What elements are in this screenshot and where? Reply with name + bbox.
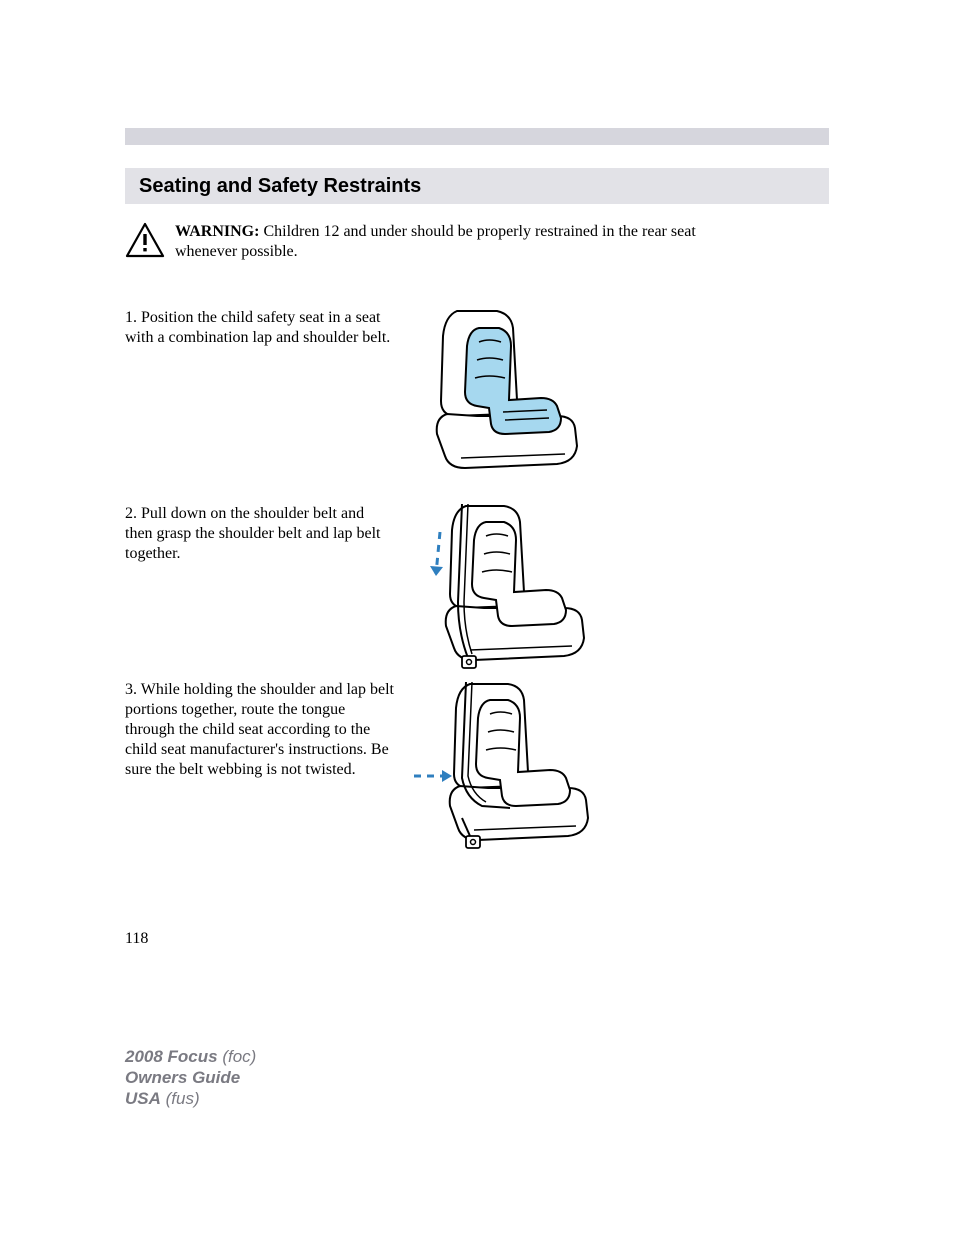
footer-region-code: (fus) <box>166 1089 200 1108</box>
footer-model: 2008 Focus <box>125 1047 218 1066</box>
step-2-text: 2. Pull down on the shoulder belt and th… <box>125 504 395 564</box>
page-number: 118 <box>125 930 148 948</box>
step-2-figure <box>414 502 598 672</box>
footer: 2008 Focus (foc) Owners Guide USA (fus) <box>125 1046 256 1109</box>
step-1-figure <box>417 306 597 486</box>
footer-region: USA <box>125 1089 161 1108</box>
manual-page: Seating and Safety Restraints WARNING: C… <box>0 0 954 1235</box>
top-bar-decoration <box>125 128 829 145</box>
footer-line-3: USA (fus) <box>125 1088 256 1109</box>
warning-text: WARNING: Children 12 and under should be… <box>175 222 725 262</box>
warning-triangle-icon <box>125 222 165 258</box>
footer-line-2: Owners Guide <box>125 1067 256 1088</box>
footer-guide: Owners Guide <box>125 1068 240 1087</box>
step-3-text: 3. While holding the shoulder and lap be… <box>125 680 395 780</box>
warning-label: WARNING: <box>175 223 259 240</box>
footer-model-code: (foc) <box>222 1047 256 1066</box>
section-title: Seating and Safety Restraints <box>139 175 421 198</box>
step-1-text: 1. Position the child safety seat in a s… <box>125 308 395 348</box>
footer-line-1: 2008 Focus (foc) <box>125 1046 256 1067</box>
section-header: Seating and Safety Restraints <box>125 168 829 204</box>
step-3-figure <box>410 678 600 858</box>
warning-block: WARNING: Children 12 and under should be… <box>125 222 725 262</box>
